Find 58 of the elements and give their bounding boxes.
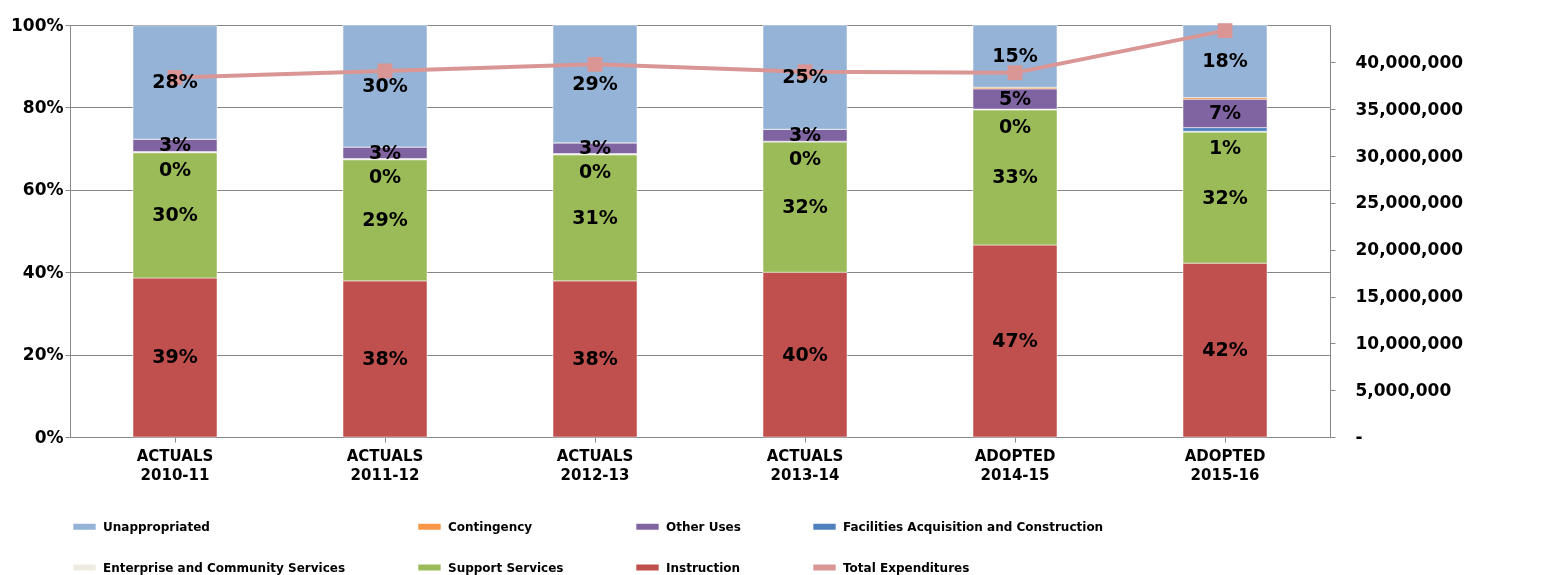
data-label: 0% (158, 157, 192, 180)
data-label: 3% (788, 123, 822, 146)
x-tick-label: ACTUALS 2012-13 (556, 446, 634, 484)
legend-label: Unappropriated (103, 519, 210, 534)
y2-tick-label: 20,000,000 (1355, 239, 1464, 260)
data-label: 29% (572, 71, 618, 94)
x-tick-label: ACTUALS 2010-11 (136, 446, 214, 484)
y2-tick-label: 5,000,000 (1355, 379, 1452, 400)
legend-label: Contingency (448, 519, 533, 534)
x-tick-label: ACTUALS 2013-14 (766, 446, 844, 484)
data-label: 3% (578, 136, 612, 159)
data-label: 30% (362, 73, 408, 96)
data-label: 0% (368, 164, 402, 187)
legend-label: Support Services (448, 560, 564, 575)
y2-tick-label: 30,000,000 (1355, 145, 1464, 166)
legend-label: Enterprise and Community Services (103, 560, 346, 575)
legend-label: Instruction (666, 560, 741, 575)
y-tick-label: 20% (22, 344, 64, 365)
data-label: 0% (578, 159, 612, 182)
data-label: 3% (158, 133, 192, 156)
legend-label: Facilities Acquisition and Construction (843, 519, 1104, 534)
data-label: 30% (152, 203, 198, 226)
data-label: 1% (1208, 136, 1242, 159)
data-label: 28% (152, 70, 198, 93)
legend-label: Other Uses (666, 519, 741, 534)
y2-tick-label: 10,000,000 (1355, 332, 1464, 353)
data-label: 0% (998, 114, 1032, 137)
data-label: 38% (572, 346, 618, 369)
y-tick-label: 60% (22, 179, 64, 200)
x-tick-label: ACTUALS 2011-12 (346, 446, 424, 484)
data-label: 7% (1208, 101, 1242, 124)
y2-tick-label: 25,000,000 (1355, 192, 1464, 213)
data-label: 38% (362, 346, 408, 369)
data-label: 0% (788, 147, 822, 170)
y-tick-label: 40% (22, 261, 64, 282)
y2-tick-label: 35,000,000 (1355, 98, 1464, 119)
y-tick-label: 100% (10, 14, 64, 35)
y2-tick-label: - (1355, 426, 1363, 447)
data-label: 33% (992, 165, 1038, 188)
data-label: 5% (998, 86, 1032, 109)
data-label: 15% (992, 44, 1038, 67)
data-label: 32% (782, 195, 828, 218)
data-label: 29% (362, 208, 408, 231)
data-label: 40% (782, 342, 828, 365)
data-label: 47% (992, 329, 1038, 351)
data-label: 31% (572, 205, 618, 228)
data-label: 32% (1202, 185, 1248, 208)
data-label: 18% (1202, 49, 1248, 72)
y-tick-label: 0% (34, 426, 64, 447)
y2-tick-label: 40,000,000 (1355, 51, 1464, 72)
data-label: 39% (152, 345, 198, 368)
y-tick-label: 80% (22, 96, 64, 117)
y2-tick-label: 15,000,000 (1355, 286, 1464, 307)
x-tick-label: ADOPTED 2014-15 (974, 446, 1056, 484)
legend-label: Total Expenditures (843, 560, 970, 575)
x-tick-label: ADOPTED 2015-16 (1184, 446, 1266, 484)
data-label: 25% (782, 65, 828, 88)
data-label: 42% (1202, 338, 1248, 361)
